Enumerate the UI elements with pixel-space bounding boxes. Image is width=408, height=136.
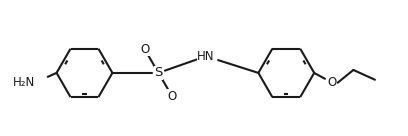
Text: S: S [154, 66, 163, 79]
Text: HN: HN [197, 50, 215, 63]
Text: O: O [140, 43, 149, 56]
Text: O: O [327, 76, 337, 89]
Text: O: O [168, 90, 177, 103]
Text: H₂N: H₂N [13, 76, 35, 89]
